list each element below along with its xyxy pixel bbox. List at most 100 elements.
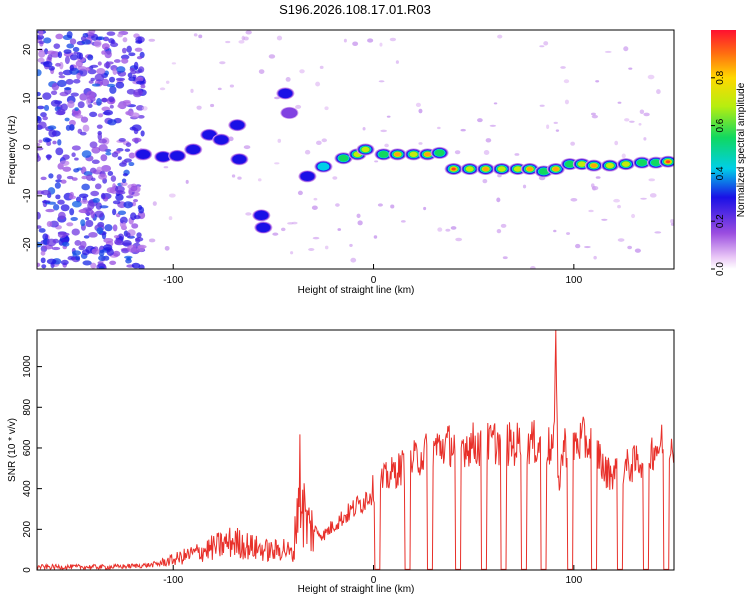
noise-blob	[131, 262, 141, 269]
noise-blob	[80, 199, 89, 204]
faint-speck	[493, 102, 498, 105]
noise-blob	[86, 98, 91, 106]
faint-speck	[595, 176, 601, 179]
faint-speck	[617, 238, 625, 242]
noise-blob	[135, 80, 146, 85]
noise-blob	[37, 116, 42, 124]
noise-blob	[128, 152, 136, 159]
noise-blob	[116, 148, 124, 152]
spectrogram-frame	[36, 29, 675, 270]
faint-speck	[152, 201, 157, 206]
faint-speck	[670, 222, 674, 226]
ridge-blob	[636, 159, 647, 167]
noise-blob	[38, 50, 46, 58]
faint-speck	[418, 142, 423, 145]
noise-blob	[140, 84, 146, 89]
noise-blob	[128, 162, 135, 167]
noise-blob	[130, 185, 138, 192]
noise-blob	[112, 224, 118, 232]
noise-blob	[91, 248, 100, 255]
faint-speck	[656, 89, 661, 95]
faint-speck	[566, 232, 571, 235]
noise-blob	[108, 76, 116, 83]
noise-blob	[74, 107, 79, 112]
noise-blob	[121, 57, 129, 64]
noise-blob	[97, 132, 103, 141]
noise-blob	[51, 82, 60, 91]
noise-blob	[127, 72, 133, 78]
x-tick-label: 0	[371, 275, 377, 286]
faint-speck	[546, 124, 550, 129]
faint-speck	[291, 221, 298, 225]
noise-blob	[104, 224, 113, 232]
ridge-blob	[650, 159, 662, 167]
faint-speck	[159, 87, 166, 91]
noise-blob	[128, 52, 136, 57]
faint-speck	[482, 179, 488, 184]
faint-speck	[274, 162, 280, 165]
faint-speck	[613, 198, 620, 203]
faint-speck	[437, 126, 441, 130]
faint-speck	[423, 206, 427, 211]
noise-blob	[115, 77, 126, 81]
noise-blob	[114, 185, 125, 193]
noise-blob	[93, 39, 102, 48]
noise-blob	[91, 159, 100, 164]
ridge-blob	[526, 166, 533, 172]
ridge-blob	[317, 162, 330, 171]
noise-blob	[82, 124, 90, 132]
faint-speck	[400, 220, 406, 223]
noise-blob	[91, 177, 96, 182]
noise-blob	[77, 66, 87, 71]
noise-blob	[131, 223, 139, 229]
noise-blob	[98, 249, 105, 257]
snr-chart: -100 0 100 0 200 400 600 800 1000 Height of str…	[7, 329, 675, 595]
faint-speck	[628, 67, 633, 70]
noise-blob	[96, 124, 103, 129]
noise-blob	[94, 73, 105, 82]
noise-blob	[50, 90, 58, 96]
faint-speck	[231, 174, 236, 178]
y-tick-label: 10	[22, 92, 33, 104]
faint-speck	[623, 46, 629, 52]
noise-blob	[133, 128, 139, 135]
x-tick-label: 0	[371, 575, 377, 586]
noise-blob	[47, 125, 57, 130]
noise-blob	[37, 142, 41, 147]
faint-speck	[590, 112, 596, 116]
noise-blob	[91, 83, 101, 87]
faint-speck	[210, 103, 215, 108]
faint-speck	[654, 231, 662, 234]
faint-speck	[272, 232, 279, 236]
faint-speck	[148, 238, 156, 243]
noise-blob	[46, 258, 57, 265]
noise-blob	[116, 66, 126, 73]
faint-speck	[593, 255, 597, 260]
snr-y-axis-label: SNR (10 * v/v)	[7, 418, 18, 482]
noise-blob	[69, 208, 75, 216]
noise-blob	[37, 147, 44, 151]
noise-blob	[52, 204, 60, 211]
faint-speck	[237, 176, 242, 180]
noise-blob	[82, 260, 92, 266]
faint-speck	[380, 129, 387, 133]
colorbar: 0.0 0.2 0.4 0.6 0.8 Normalized spectral ampl…	[711, 30, 747, 276]
faint-speck	[386, 115, 391, 118]
noise-blob	[57, 51, 63, 59]
noise-blob	[45, 208, 55, 213]
noise-blob	[127, 244, 137, 253]
noise-blob	[67, 100, 75, 109]
noise-blob	[74, 114, 84, 119]
ridge-blob	[434, 149, 445, 157]
noise-blob	[80, 219, 86, 227]
faint-speck	[304, 149, 311, 155]
noise-blob	[99, 205, 109, 209]
noise-blob	[106, 83, 116, 88]
faint-speck	[196, 105, 202, 110]
noise-blob	[51, 246, 61, 251]
noise-blob	[117, 33, 124, 38]
noise-blob	[48, 173, 54, 179]
spectrogram-y-ticks: -20 -10 0 10 20	[22, 44, 42, 252]
noise-blob	[66, 31, 73, 39]
faint-speck	[297, 190, 303, 196]
